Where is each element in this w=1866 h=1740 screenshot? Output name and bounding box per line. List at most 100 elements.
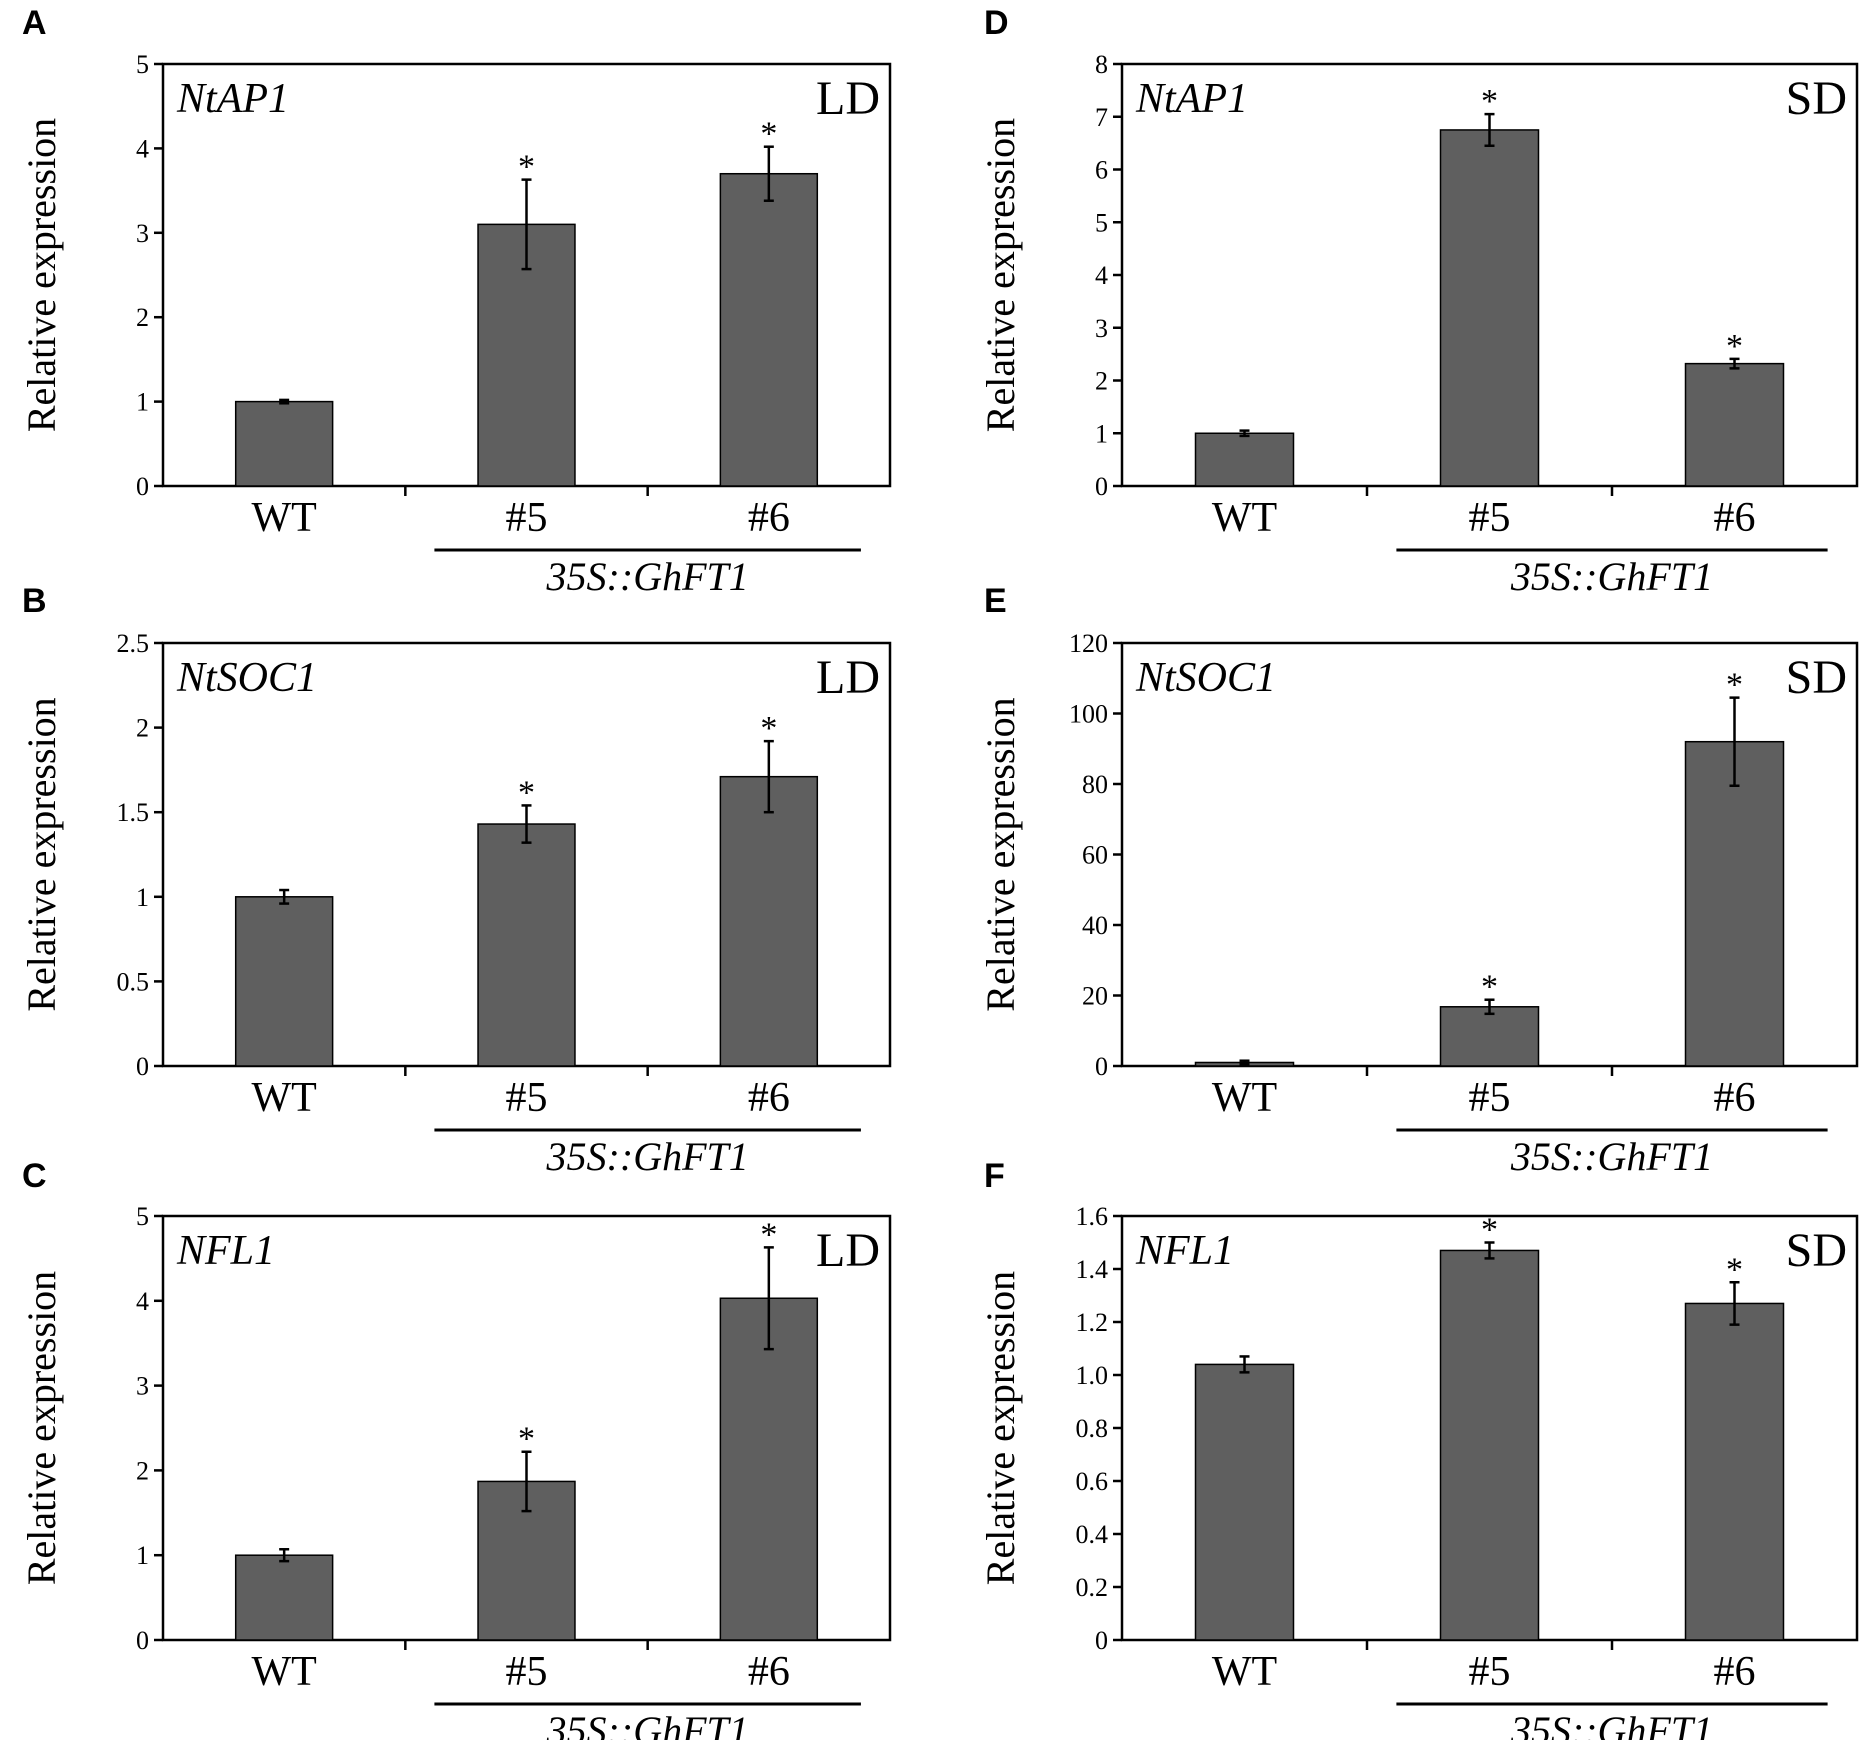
bar-line-6 (719, 775, 819, 1067)
category-label: #6 (1714, 1075, 1756, 1121)
y-tick-label: 1.4 (1076, 1255, 1109, 1284)
bar-wt (234, 400, 334, 487)
y-tick-label: 3 (136, 219, 149, 248)
y-tick-label: 1 (136, 883, 149, 912)
category-label: #6 (748, 495, 790, 541)
gene-name: NtAP1 (1135, 76, 1248, 122)
y-tick-label: 2 (136, 303, 149, 332)
y-tick-label: 0 (1095, 1626, 1108, 1655)
category-label: #5 (1469, 1649, 1511, 1695)
y-tick-label: 1.5 (117, 798, 150, 827)
significance-star: * (1481, 969, 1498, 1006)
y-tick-label: 5 (136, 50, 149, 79)
panel-a: A 0 1 2 3 4 5 Relative expression NtAP1 LD WT * #5 * #… (19, 4, 892, 599)
y-tick-label: 1 (136, 1541, 149, 1570)
panel-letter: D (984, 4, 1009, 42)
y-tick-label: 4 (136, 134, 149, 163)
significance-star: * (760, 710, 777, 747)
y-tick-label: 1.0 (1076, 1361, 1109, 1390)
y-tick-label: 0.5 (117, 967, 150, 996)
panel-letter: F (984, 1157, 1005, 1195)
bar-line-5 (477, 823, 576, 1067)
photoperiod-label: LD (816, 651, 880, 704)
bar-line-6 (1684, 740, 1785, 1067)
y-axis-label: Relative expression (19, 697, 64, 1011)
construct-label: 35S::GhFT1 (546, 1134, 749, 1179)
photoperiod-label: LD (816, 72, 880, 125)
significance-star: * (1726, 1251, 1743, 1288)
bar-wt (234, 1554, 334, 1641)
gene-name: NtSOC1 (1135, 655, 1276, 701)
panel-letter: A (22, 4, 47, 42)
photoperiod-label: SD (1786, 1224, 1847, 1277)
y-tick-label: 100 (1069, 700, 1108, 729)
significance-star: * (1481, 1212, 1498, 1249)
significance-star: * (518, 774, 535, 811)
panel-e: E 0 20 40 60 80 100 120 Relative expression NtSOC… (978, 582, 1859, 1179)
y-tick-label: 80 (1082, 770, 1108, 799)
y-tick-label: 1.6 (1076, 1202, 1109, 1231)
bar-line-5 (1439, 1249, 1540, 1641)
category-label: #6 (1714, 1649, 1756, 1695)
bar-wt (234, 896, 334, 1067)
y-tick-label: 7 (1095, 103, 1108, 132)
significance-star: * (518, 1421, 535, 1458)
significance-star: * (760, 116, 777, 153)
construct-label: 35S::GhFT1 (1510, 1134, 1713, 1179)
panel-letter: E (984, 582, 1007, 620)
y-tick-label: 2.5 (117, 629, 150, 658)
panel-letter: B (22, 582, 47, 620)
category-label: #5 (506, 1075, 548, 1121)
y-tick-label: 0.8 (1076, 1414, 1109, 1443)
bar-line-6 (719, 1297, 819, 1641)
significance-star: * (1726, 328, 1743, 365)
y-tick-label: 0 (136, 1626, 149, 1655)
gene-name: NFL1 (1135, 1228, 1234, 1274)
photoperiod-label: LD (816, 1224, 880, 1277)
y-tick-label: 1 (136, 388, 149, 417)
y-axis-label: Relative expression (19, 118, 64, 432)
category-label: #5 (1469, 495, 1511, 541)
y-tick-label: 1 (1095, 419, 1108, 448)
y-tick-label: 3 (136, 1372, 149, 1401)
y-tick-label: 120 (1069, 629, 1108, 658)
category-label: #5 (1469, 1075, 1511, 1121)
panel-d: D 0 1 2 3 4 5 6 7 8 Relative expression NtAP1 SD WT * #… (978, 4, 1859, 599)
gene-name: NtSOC1 (176, 655, 317, 701)
category-label: WT (1212, 1075, 1277, 1121)
y-axis-label: Relative expression (978, 1271, 1023, 1585)
panel-f: F 0 0.2 0.4 0.6 0.8 1.0 1.2 1.4 1.6 Relative expre… (978, 1157, 1859, 1740)
bar-wt (1194, 1363, 1295, 1641)
y-tick-label: 5 (1095, 208, 1108, 237)
y-tick-label: 6 (1095, 156, 1108, 185)
y-tick-label: 2 (136, 1456, 149, 1485)
y-tick-label: 2 (1095, 367, 1108, 396)
category-label: #5 (506, 495, 548, 541)
category-label: WT (1212, 1649, 1277, 1695)
bar-wt (1194, 432, 1295, 487)
panel-letter: C (22, 1157, 47, 1195)
significance-star: * (1481, 83, 1498, 120)
category-label: WT (252, 495, 317, 541)
category-label: WT (252, 1649, 317, 1695)
y-tick-label: 2 (136, 714, 149, 743)
photoperiod-label: SD (1786, 72, 1847, 125)
category-label: #6 (748, 1075, 790, 1121)
construct-label: 35S::GhFT1 (546, 554, 749, 599)
significance-star: * (1726, 667, 1743, 704)
construct-label: 35S::GhFT1 (1510, 554, 1713, 599)
y-tick-label: 0 (136, 472, 149, 501)
panel-c: C 0 1 2 3 4 5 Relative expression NFL1 LD WT * #5 * #6… (19, 1157, 892, 1740)
y-tick-label: 0 (136, 1052, 149, 1081)
y-tick-label: 3 (1095, 314, 1108, 343)
bar-line-5 (1439, 1006, 1540, 1067)
significance-star: * (760, 1216, 777, 1253)
y-axis-label: Relative expression (978, 697, 1023, 1011)
y-tick-label: 60 (1082, 841, 1108, 870)
y-tick-label: 20 (1082, 982, 1108, 1011)
panel-b: B 0 0.5 1 1.5 2 2.5 Relative expression NtSOC1 LD… (19, 582, 892, 1179)
category-label: #5 (506, 1649, 548, 1695)
y-tick-label: 4 (1095, 261, 1108, 290)
y-tick-label: 0 (1095, 472, 1108, 501)
